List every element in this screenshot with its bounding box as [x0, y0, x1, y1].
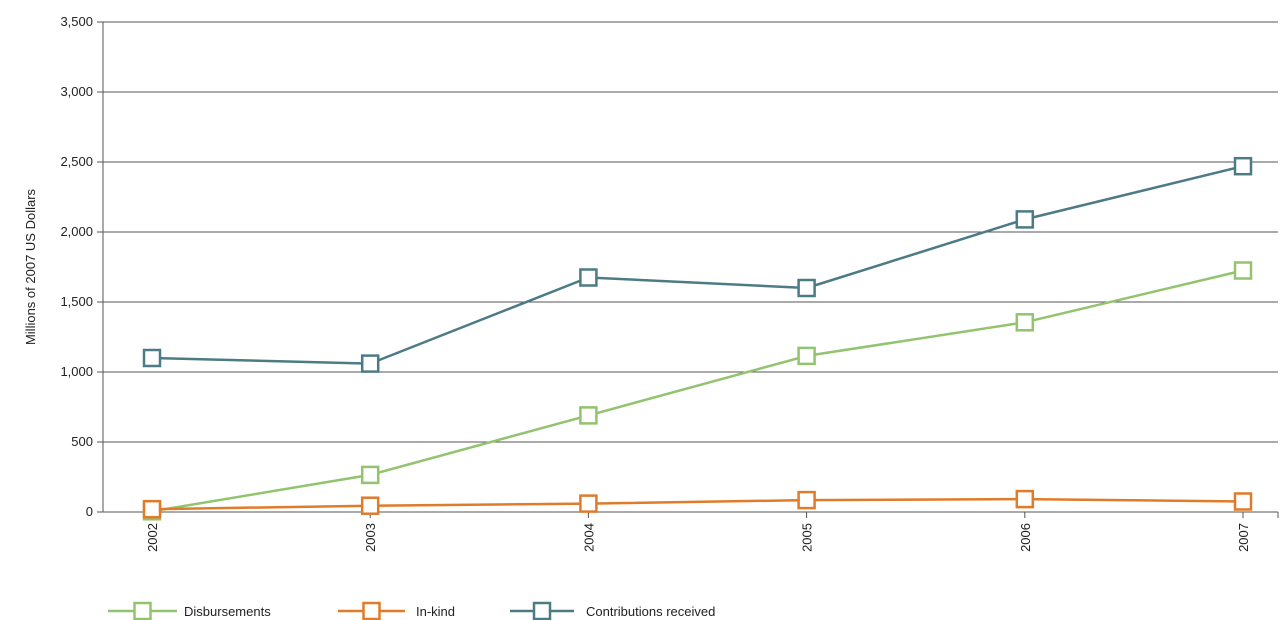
series-line — [151, 497, 1244, 511]
legend-item: In-kind — [338, 601, 455, 620]
data-point[interactable] — [797, 346, 816, 366]
legend-marker — [133, 601, 152, 620]
data-point[interactable] — [797, 490, 816, 510]
data-point[interactable] — [360, 354, 380, 373]
gridlines — [103, 21, 1278, 443]
y-tick-label: 3,000 — [60, 84, 93, 99]
x-tick-label: 2003 — [363, 523, 378, 552]
data-point[interactable] — [142, 499, 162, 519]
data-point[interactable] — [1233, 492, 1253, 511]
legend-marker — [532, 601, 552, 620]
legend-item: Contributions received — [510, 601, 715, 620]
y-tick-label: 3,500 — [60, 14, 93, 29]
y-tick-label: 1,500 — [60, 294, 93, 309]
y-axis-title: Millions of 2007 US Dollars — [23, 188, 38, 345]
series-line — [151, 269, 1244, 513]
data-point[interactable] — [142, 348, 162, 368]
data-point[interactable] — [1015, 313, 1035, 332]
x-tick-label: 2004 — [581, 523, 596, 552]
legend: Disbursements In-kind Contributions receiv… — [108, 601, 715, 620]
data-point[interactable] — [1015, 210, 1035, 229]
y-tick-label: 500 — [71, 434, 93, 449]
x-tick-label: 2002 — [145, 523, 160, 552]
legend-label: In-kind — [416, 604, 455, 619]
data-point[interactable] — [360, 465, 380, 485]
axes — [102, 22, 1279, 518]
legend-marker — [362, 601, 381, 620]
data-point[interactable] — [579, 268, 598, 287]
y-tick-label: 0 — [86, 504, 93, 519]
y-tick-label: 2,000 — [60, 224, 93, 239]
x-tick-label: 2006 — [1018, 523, 1033, 552]
data-point[interactable] — [797, 278, 816, 298]
series-disbursements — [142, 261, 1253, 521]
data-point[interactable] — [1233, 261, 1253, 280]
legend-item: Disbursements — [108, 601, 271, 620]
y-axis-ticks: 0 500 1,000 1,500 2,000 2,500 3,000 3,500 — [60, 14, 103, 519]
data-point[interactable] — [579, 494, 598, 513]
series-in-kind — [142, 489, 1253, 519]
y-tick-label: 2,500 — [60, 154, 93, 169]
data-point[interactable] — [1233, 156, 1253, 176]
series-contributions-received — [142, 156, 1253, 373]
data-point[interactable] — [579, 406, 598, 425]
series-layer — [142, 156, 1253, 521]
data-point[interactable] — [360, 496, 380, 515]
y-tick-label: 1,000 — [60, 364, 93, 379]
x-tick-label: 2007 — [1236, 523, 1251, 552]
data-point[interactable] — [1015, 489, 1035, 509]
series-line — [151, 164, 1244, 365]
legend-label: Disbursements — [184, 604, 271, 619]
x-tick-label: 2005 — [800, 523, 815, 552]
x-axis-ticks: 2002 2003 2004 2005 2006 2007 — [145, 512, 1251, 552]
legend-label: Contributions received — [586, 604, 715, 619]
